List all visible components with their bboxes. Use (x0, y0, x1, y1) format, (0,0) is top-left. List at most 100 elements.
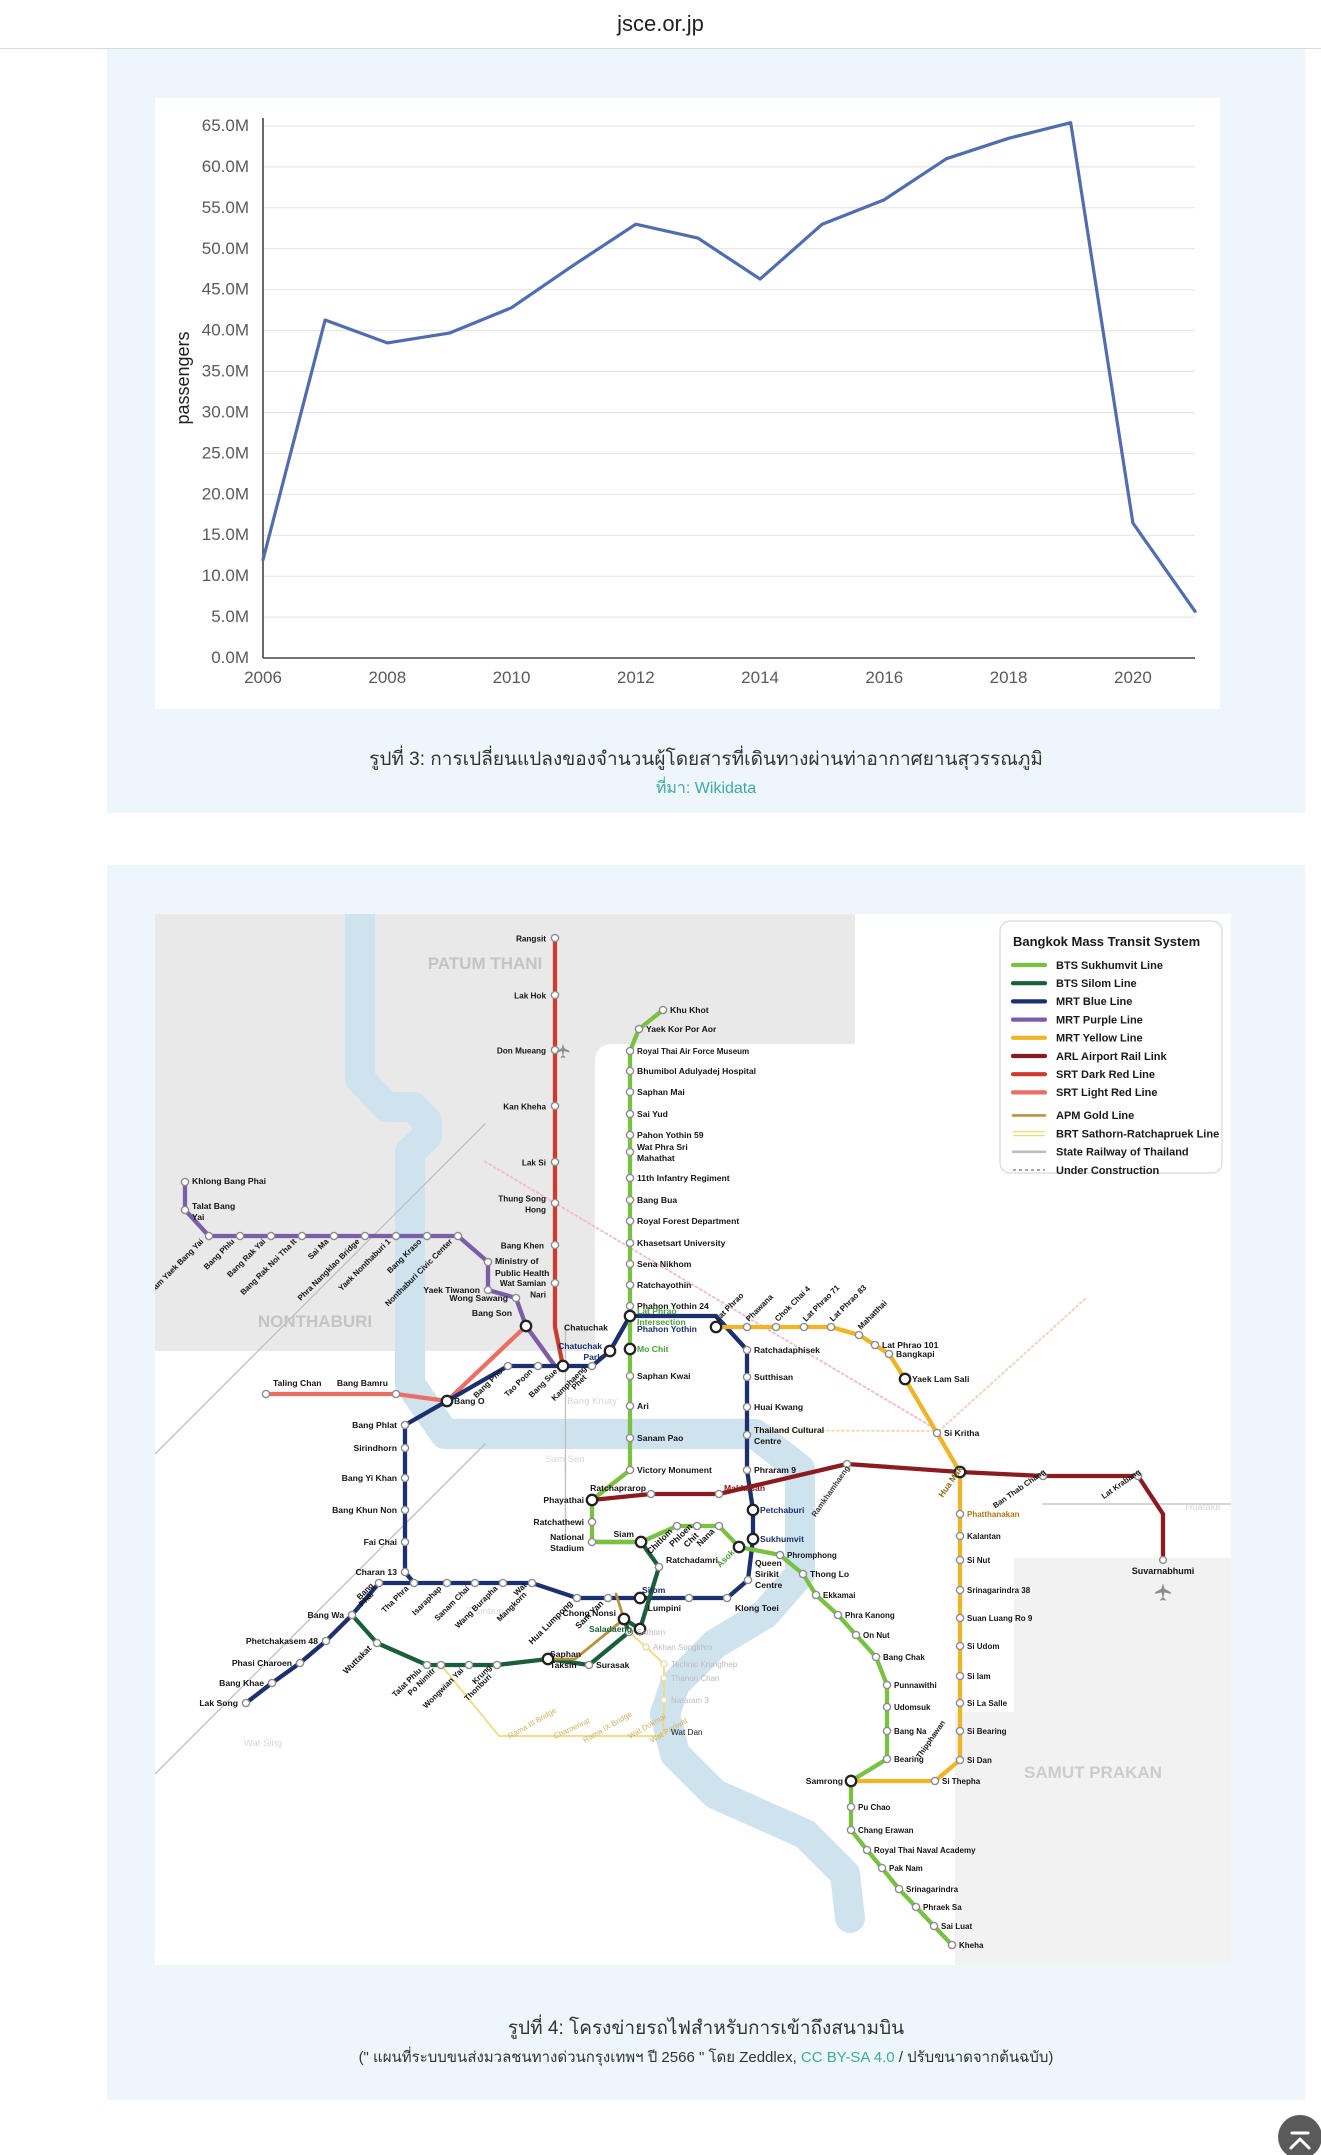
svg-text:Bang Bamru: Bang Bamru (337, 1378, 388, 1388)
svg-text:Akhan Songkhro: Akhan Songkhro (653, 1643, 713, 1652)
svg-text:20.0M: 20.0M (202, 484, 249, 503)
svg-text:Wat Sing: Wat Sing (244, 1738, 282, 1749)
svg-text:Ari: Ari (637, 1401, 649, 1411)
svg-text:Bang Yi Khan: Bang Yi Khan (342, 1473, 397, 1483)
svg-text:Kan Kheha: Kan Kheha (503, 1103, 546, 1112)
svg-text:Lumpini: Lumpini (648, 1603, 681, 1613)
svg-text:ARL Airport Rail Link: ARL Airport Rail Link (1056, 1051, 1168, 1063)
svg-text:Phromphong: Phromphong (787, 1551, 837, 1560)
svg-text:Thanon Chan: Thanon Chan (671, 1674, 719, 1683)
svg-text:Si Kritha: Si Kritha (944, 1428, 980, 1438)
svg-text:Si Bearing: Si Bearing (967, 1727, 1007, 1736)
svg-text:Si La Salle: Si La Salle (967, 1699, 1008, 1708)
svg-text:Pak Nam: Pak Nam (889, 1864, 923, 1873)
svg-text:Bhumibol Adulyadej Hospital: Bhumibol Adulyadej Hospital (637, 1066, 756, 1076)
svg-text:MRT Yellow Line: MRT Yellow Line (1056, 1033, 1143, 1045)
svg-text:Ministry of: Ministry of (495, 1256, 539, 1266)
svg-text:Don Mueang: Don Mueang (497, 1047, 546, 1056)
svg-text:Bang Na: Bang Na (894, 1727, 927, 1736)
svg-text:2018: 2018 (990, 668, 1028, 687)
svg-text:2008: 2008 (368, 668, 406, 687)
svg-text:State Railway of Thailand: State Railway of Thailand (1056, 1147, 1189, 1159)
svg-text:Sirindhorn: Sirindhorn (354, 1443, 397, 1453)
svg-text:Bang Bua: Bang Bua (637, 1195, 677, 1205)
svg-text:Royal Forest Department: Royal Forest Department (637, 1216, 739, 1226)
svg-text:Royal Thai Air Force Museum: Royal Thai Air Force Museum (637, 1047, 749, 1056)
svg-text:Siam: Siam (613, 1529, 634, 1539)
svg-text:Sirikit: Sirikit (755, 1569, 779, 1579)
svg-text:Thung Song: Thung Song (498, 1195, 546, 1204)
svg-text:Huai Kwang: Huai Kwang (754, 1402, 803, 1412)
svg-text:Saphan Mai: Saphan Mai (637, 1087, 685, 1097)
svg-text:NONTHABURI: NONTHABURI (258, 1312, 372, 1331)
svg-text:Phahon Yothin: Phahon Yothin (637, 1324, 697, 1334)
svg-text:Khlong Bang Phai: Khlong Bang Phai (192, 1176, 266, 1186)
svg-text:30.0M: 30.0M (202, 403, 249, 422)
svg-text:Mo Chit: Mo Chit (637, 1344, 669, 1354)
svg-text:Nararam 3: Nararam 3 (671, 1696, 709, 1705)
svg-text:Nari: Nari (530, 1291, 546, 1300)
svg-text:Pahon Yothin 59: Pahon Yothin 59 (637, 1130, 704, 1140)
svg-text:Queen: Queen (755, 1558, 782, 1568)
svg-text:Phraek Sa: Phraek Sa (923, 1903, 962, 1912)
svg-text:Phayathai: Phayathai (543, 1495, 584, 1505)
svg-text:Taksin: Taksin (550, 1660, 577, 1670)
svg-text:On Nut: On Nut (863, 1631, 890, 1640)
svg-text:Phetchakasem 48: Phetchakasem 48 (246, 1636, 318, 1646)
svg-text:Lak Hok: Lak Hok (514, 992, 546, 1001)
svg-text:Fai Chai: Fai Chai (364, 1537, 397, 1547)
svg-text:Si Dan: Si Dan (967, 1756, 992, 1765)
svg-text:55.0M: 55.0M (202, 198, 249, 217)
svg-text:Thong Lo: Thong Lo (810, 1569, 849, 1579)
svg-text:Khasetsart University: Khasetsart University (637, 1238, 726, 1248)
svg-text:BRT Sathorn-Ratchapruek Line: BRT Sathorn-Ratchapruek Line (1056, 1128, 1219, 1140)
svg-text:Phraram 9: Phraram 9 (754, 1465, 796, 1475)
svg-text:35.0M: 35.0M (202, 362, 249, 381)
svg-text:Petchaburi: Petchaburi (760, 1505, 804, 1515)
svg-text:Lak Song: Lak Song (199, 1698, 238, 1708)
svg-text:APM Gold Line: APM Gold Line (1056, 1110, 1134, 1122)
svg-text:Wat Dan: Wat Dan (671, 1728, 703, 1737)
svg-text:Udomsuk: Udomsuk (894, 1703, 931, 1712)
svg-text:60.0M: 60.0M (202, 157, 249, 176)
svg-text:Silom: Silom (642, 1585, 666, 1595)
svg-text:Phasi Charoen: Phasi Charoen (232, 1658, 292, 1668)
svg-text:Chang Erawan: Chang Erawan (858, 1826, 914, 1835)
svg-text:SRT Dark Red Line: SRT Dark Red Line (1056, 1069, 1155, 1081)
svg-text:Suvarnabhumi: Suvarnabhumi (1132, 1566, 1195, 1576)
svg-text:Saladaeng: Saladaeng (589, 1624, 632, 1634)
svg-text:2012: 2012 (617, 668, 655, 687)
svg-text:Makkasan: Makkasan (724, 1483, 765, 1493)
svg-text:Rangsit: Rangsit (516, 935, 546, 944)
svg-text:Pu Chao: Pu Chao (858, 1803, 891, 1812)
svg-text:Thailand Cultural: Thailand Cultural (754, 1425, 824, 1435)
svg-text:Bangkok Mass Transit System: Bangkok Mass Transit System (1013, 934, 1200, 949)
svg-text:Surasak: Surasak (596, 1660, 630, 1670)
svg-text:National: National (550, 1532, 584, 1542)
svg-text:65.0M: 65.0M (202, 116, 249, 135)
svg-text:50.0M: 50.0M (202, 239, 249, 258)
svg-text:Sai Yud: Sai Yud (637, 1109, 668, 1119)
svg-text:2014: 2014 (741, 668, 779, 687)
svg-text:Sutthisan: Sutthisan (754, 1372, 793, 1382)
svg-text:Centre: Centre (755, 1580, 782, 1590)
svg-text:Sai Luat: Sai Luat (941, 1922, 972, 1931)
svg-text:Public Health: Public Health (495, 1268, 549, 1278)
svg-text:Charan 13: Charan 13 (355, 1567, 397, 1577)
svg-text:Srinagarindra 38: Srinagarindra 38 (967, 1586, 1031, 1595)
svg-text:2010: 2010 (493, 668, 531, 687)
svg-text:Chatuchak: Chatuchak (564, 1323, 608, 1333)
svg-text:10.0M: 10.0M (202, 566, 249, 585)
svg-text:0.0M: 0.0M (211, 648, 249, 667)
svg-text:Ratchaprarop: Ratchaprarop (590, 1483, 646, 1493)
svg-text:Under Construction: Under Construction (1056, 1165, 1160, 1177)
svg-text:Punnawithi: Punnawithi (894, 1681, 937, 1690)
svg-text:Centre: Centre (754, 1436, 781, 1446)
svg-text:Khu Khot: Khu Khot (670, 1005, 709, 1015)
svg-text:Park: Park (583, 1352, 602, 1362)
svg-text:Royal Thai Naval Academy: Royal Thai Naval Academy (874, 1846, 976, 1855)
svg-text:Stadium: Stadium (550, 1543, 584, 1553)
svg-text:Phra Kanong: Phra Kanong (845, 1611, 895, 1620)
svg-text:15.0M: 15.0M (202, 525, 249, 544)
svg-text:passengers: passengers (173, 331, 193, 424)
